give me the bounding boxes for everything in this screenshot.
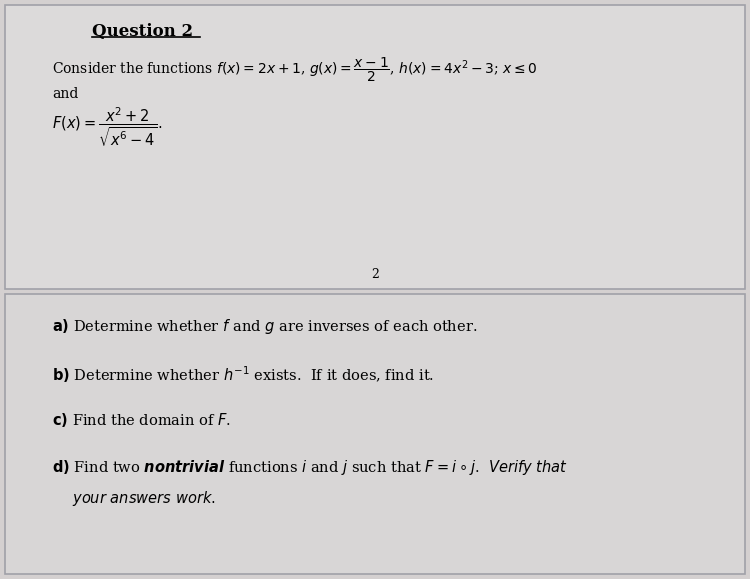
Text: Consider the functions $f(x) = 2x+1$, $g(x) = \dfrac{x-1}{2}$, $h(x) = 4x^2-3$; : Consider the functions $f(x) = 2x+1$, $g… [52,56,538,85]
FancyBboxPatch shape [5,5,745,289]
Text: $\mathbf{b)}$ Determine whether $h^{-1}$ exists.  If it does, find it.: $\mathbf{b)}$ Determine whether $h^{-1}$… [52,364,434,384]
Text: and: and [52,87,78,101]
Text: $F(x) = \dfrac{x^2+2}{\sqrt{x^6-4}}.$: $F(x) = \dfrac{x^2+2}{\sqrt{x^6-4}}.$ [52,106,163,149]
FancyBboxPatch shape [5,294,745,574]
Text: $\mathbf{d)}$ Find two $\boldsymbol{nontrivial}$ functions $i$ and $j$ such that: $\mathbf{d)}$ Find two $\boldsymbol{nont… [52,458,568,477]
Text: $\mathit{your\ answers\ work.}$: $\mathit{your\ answers\ work.}$ [72,489,216,508]
Text: $\mathbf{a)}$ Determine whether $f$ and $g$ are inverses of each other.: $\mathbf{a)}$ Determine whether $f$ and … [52,317,477,336]
Text: Question 2: Question 2 [92,23,194,40]
Text: 2: 2 [371,268,379,281]
Text: $\mathbf{c)}$ Find the domain of $F$.: $\mathbf{c)}$ Find the domain of $F$. [52,411,231,429]
